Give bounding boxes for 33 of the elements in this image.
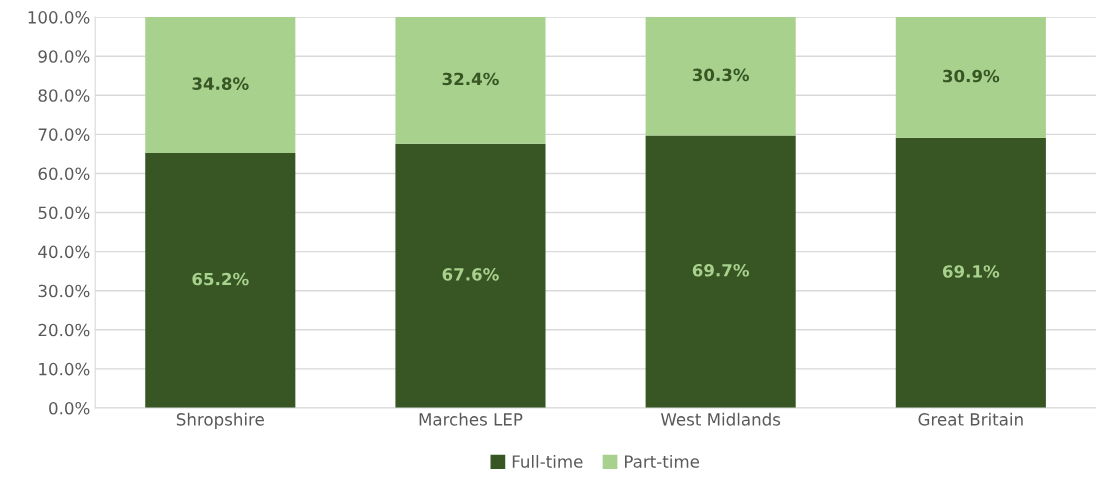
data-label: 69.7% — [692, 263, 750, 277]
y-tick-label: 100.0% — [28, 11, 90, 24]
bar — [895, 137, 1046, 408]
y-tick-label: 0.0% — [49, 401, 90, 415]
y-tick-label: 30.0% — [38, 284, 90, 298]
data-label: 30.9% — [943, 69, 1000, 83]
legend-label: Part-time — [625, 454, 700, 468]
y-tick-label: 10.0% — [39, 362, 90, 376]
y-tick-label: 90.0% — [38, 50, 90, 63]
bar — [645, 135, 796, 408]
x-tick-label: Great Britain — [918, 412, 1023, 426]
bar — [395, 17, 546, 144]
y-tick-label: 50.0% — [38, 206, 90, 220]
bar — [145, 17, 296, 154]
legend-label: Full-time — [512, 454, 583, 468]
data-label: 69.1% — [942, 265, 1000, 278]
data-label: 30.3% — [692, 68, 750, 82]
x-tick-label: Shropshire — [176, 412, 264, 429]
data-label: 32.4% — [442, 72, 499, 86]
data-label: 67.6% — [442, 268, 499, 281]
bar — [645, 17, 796, 136]
y-tick-label: 80.0% — [38, 89, 90, 102]
y-tick-label: 20.0% — [38, 323, 90, 337]
bar — [895, 17, 1046, 138]
data-label: 65.2% — [192, 272, 249, 286]
y-tick-label: 70.0% — [38, 128, 90, 141]
x-tick-label: Marches LEP — [419, 412, 523, 426]
bar — [145, 153, 296, 408]
bar — [395, 143, 546, 408]
y-tick-label: 60.0% — [38, 167, 90, 180]
y-tick-label: 40.0% — [38, 245, 90, 259]
x-tick-label: West Midlands — [660, 412, 781, 426]
data-label: 34.8% — [192, 77, 249, 90]
